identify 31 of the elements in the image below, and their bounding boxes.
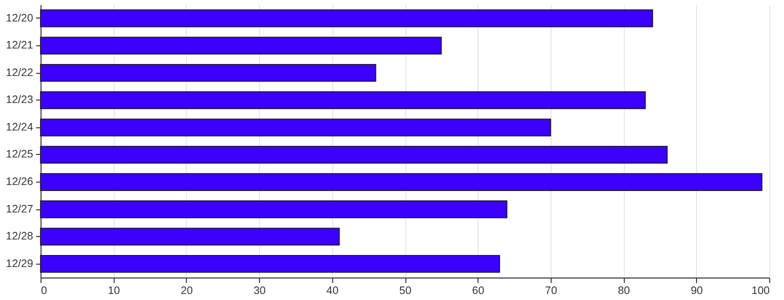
bar <box>40 200 508 218</box>
bar <box>40 91 646 110</box>
bar <box>40 64 376 82</box>
x-tick-label: 20 <box>180 284 193 297</box>
y-tick-label: 12/22 <box>6 66 34 79</box>
x-tick-label: 50 <box>399 284 412 297</box>
y-tick-label: 12/23 <box>6 94 34 106</box>
bar <box>40 9 654 28</box>
y-tick-label: 12/28 <box>6 230 34 243</box>
y-tick-label: 12/26 <box>6 176 34 188</box>
bar <box>40 36 442 55</box>
x-tick-label: 30 <box>254 284 266 297</box>
bar <box>40 228 340 246</box>
x-tick-label: 90 <box>690 284 703 297</box>
x-tick-label: 100 <box>752 284 770 297</box>
bar <box>40 255 500 273</box>
y-tick-label: 12/24 <box>6 121 34 134</box>
bar <box>40 173 762 191</box>
x-tick-label: 10 <box>108 284 120 297</box>
y-tick-label: 12/20 <box>6 12 34 24</box>
y-tick-label: 12/21 <box>6 40 34 52</box>
x-tick-label: 40 <box>326 284 339 297</box>
bar <box>40 146 668 164</box>
x-tick-label: 70 <box>545 284 558 297</box>
y-tick-label: 12/29 <box>6 258 34 270</box>
bar <box>40 118 552 136</box>
y-tick-label: 12/25 <box>6 148 34 161</box>
x-tick-label: 60 <box>472 284 484 297</box>
y-tick-label: 12/27 <box>6 203 34 216</box>
x-tick-label: 0 <box>41 284 48 297</box>
x-tick-label: 80 <box>618 284 630 297</box>
